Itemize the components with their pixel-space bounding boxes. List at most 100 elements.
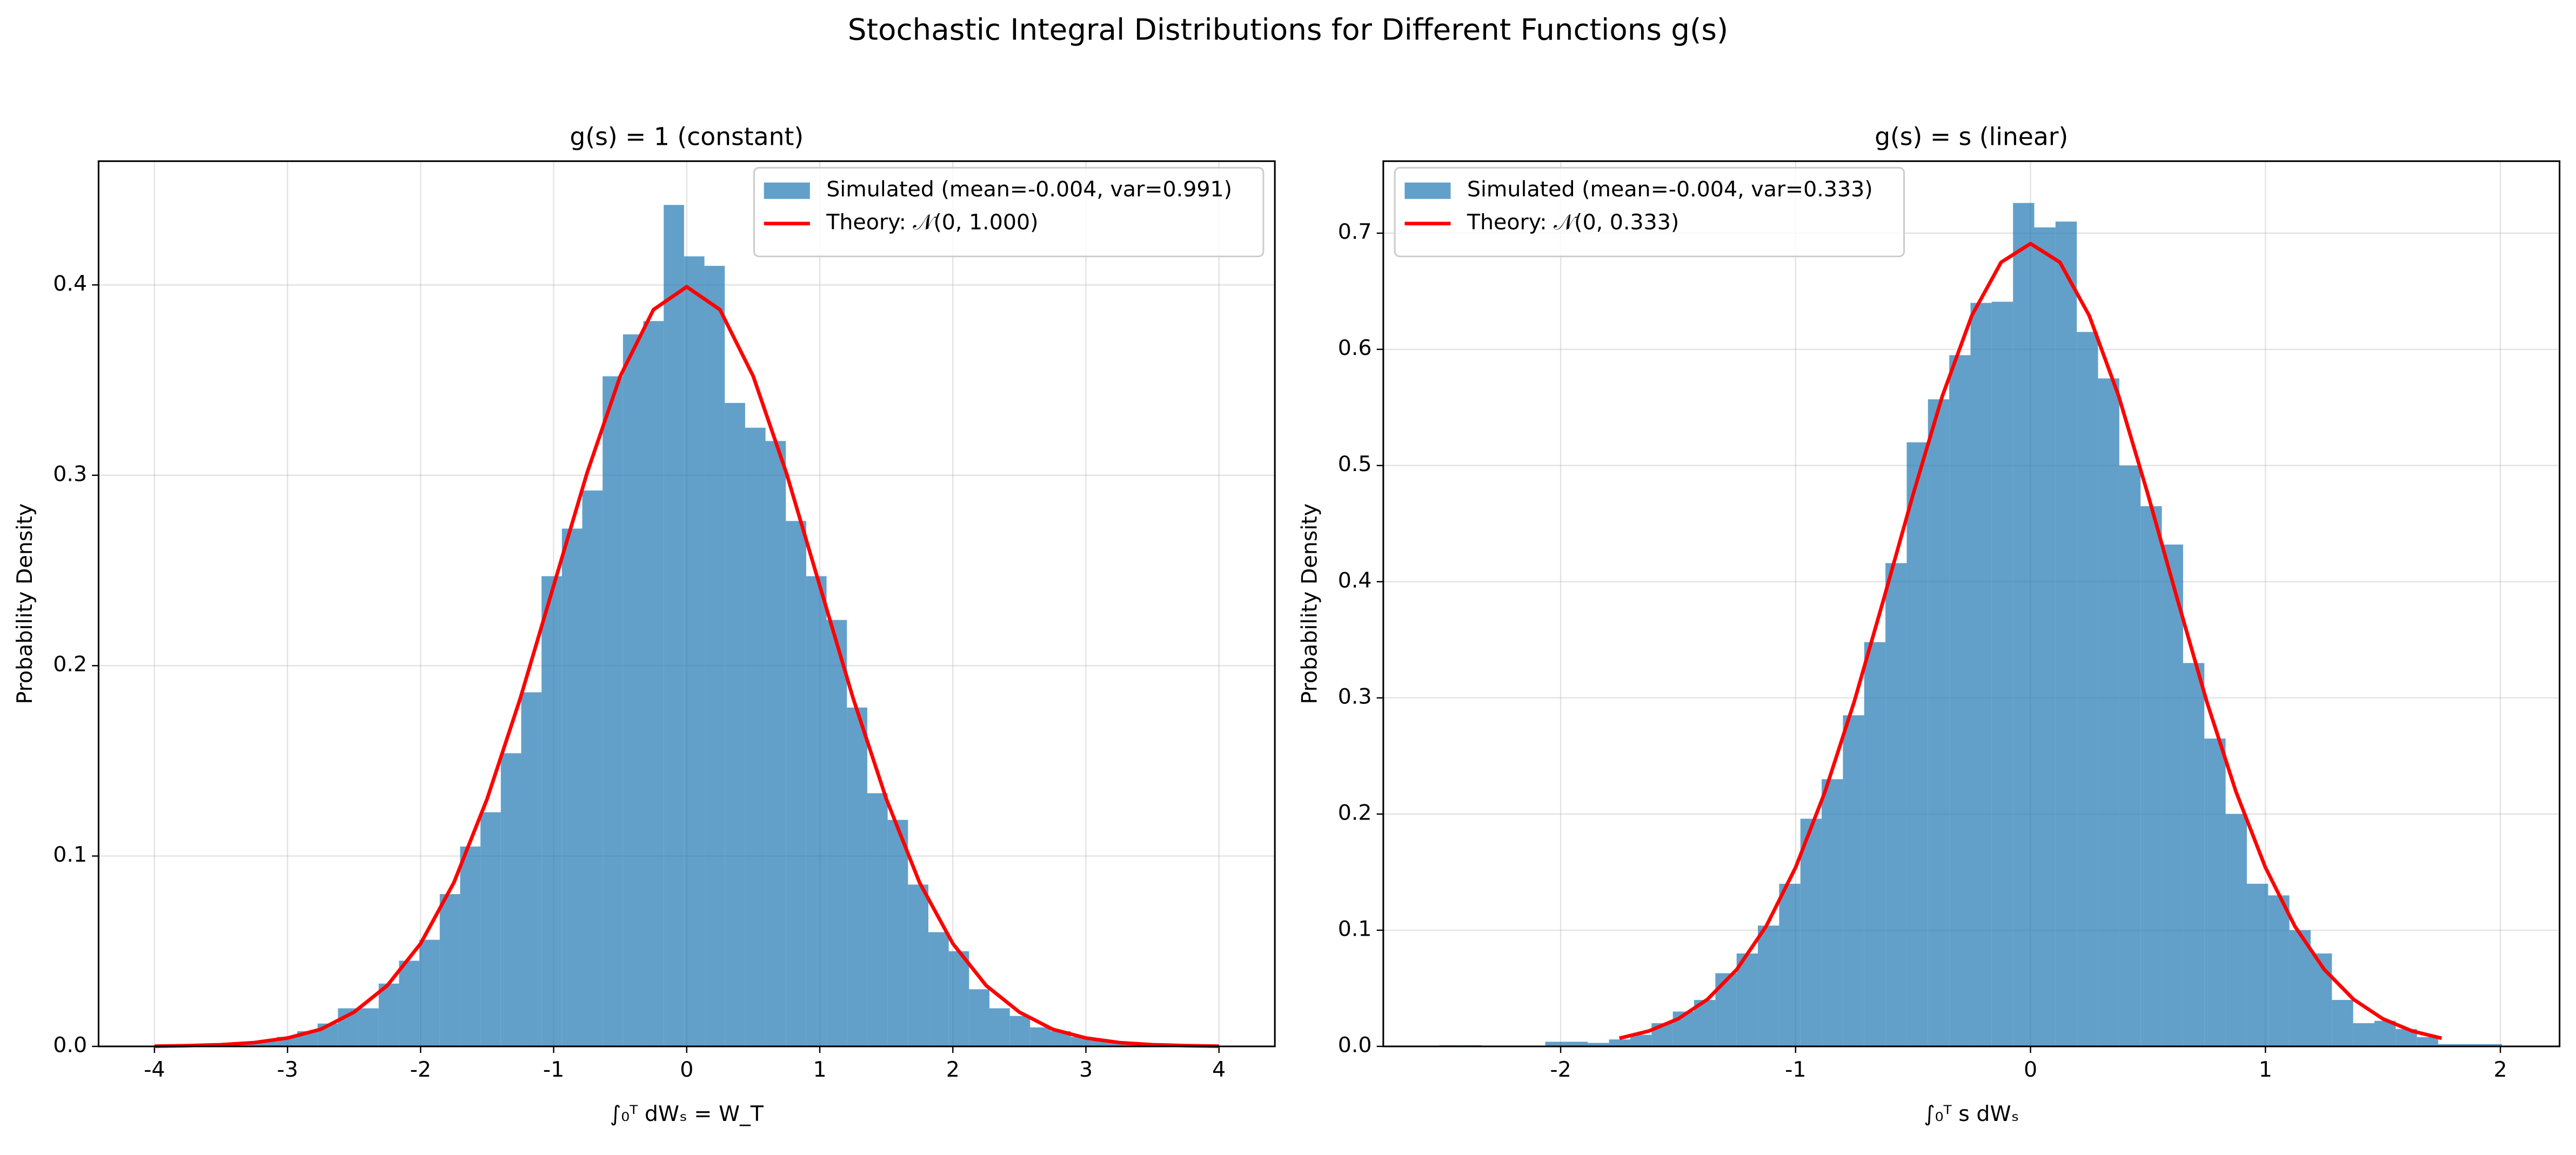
- histogram-bar: [1630, 1035, 1652, 1046]
- legend-label: Simulated (mean=-0.004, var=0.333): [1467, 177, 1873, 202]
- histogram-bar: [1566, 1042, 1588, 1046]
- histogram-bar: [1009, 1016, 1031, 1046]
- x-axis-label: ∫₀ᵀ s dWₛ: [1924, 1102, 2019, 1126]
- histogram-bar: [1091, 1040, 1112, 1046]
- legend-box: [753, 166, 1264, 258]
- histogram-bar: [1991, 301, 2013, 1046]
- histogram-bar: [2438, 1044, 2460, 1046]
- histogram-bar: [1949, 355, 1971, 1046]
- panel: g(s) = s (linear) -2 -1 0 1 2 0.0 0.1 0.2 0.3 0.4 0…: [1297, 122, 2561, 1126]
- y-tick-label: 0.2: [53, 652, 87, 677]
- histogram-bar: [1736, 953, 1758, 1046]
- x-tick-label: 3: [1079, 1057, 1093, 1082]
- legend-patch: [764, 182, 810, 199]
- histogram-bar: [1970, 303, 1992, 1046]
- histogram-bar: [2459, 1044, 2481, 1046]
- histogram-bar: [2034, 227, 2056, 1046]
- histogram-bar: [2055, 221, 2077, 1046]
- x-tick-label: -1: [1785, 1057, 1806, 1082]
- x-tick-label: 4: [1212, 1057, 1226, 1082]
- histogram-bar: [1906, 442, 1928, 1046]
- legend-label: Theory: 𝒩(0, 1.000): [826, 210, 1038, 234]
- panel: g(s) = 1 (constant) -4 -3 -2 -1 0 1 2 3 4 0.0 0.1 0.…: [12, 122, 1276, 1126]
- y-tick-label: 0.4: [1338, 568, 1372, 593]
- histogram-bar: [1758, 925, 1779, 1046]
- x-tick-label: -1: [543, 1057, 564, 1082]
- x-tick-label: -3: [277, 1057, 298, 1082]
- histogram-bar: [2289, 930, 2311, 1046]
- histogram-bar: [603, 376, 623, 1046]
- histogram-bar: [2183, 663, 2205, 1046]
- histogram-bar: [1715, 973, 1737, 1046]
- histogram-bar: [1588, 1043, 1609, 1046]
- histogram-bar: [1779, 883, 1801, 1046]
- histogram-bar: [908, 884, 928, 1046]
- theory-line: [154, 285, 1219, 1048]
- panel-title: g(s) = s (linear): [1875, 122, 2068, 151]
- histogram-bar: [969, 989, 989, 1046]
- histogram-bar: [684, 256, 705, 1046]
- histogram-bar: [725, 402, 745, 1046]
- histogram-bar: [1928, 399, 1950, 1046]
- figure-title: Stochastic Integral Distributions for Di…: [848, 12, 1728, 46]
- histogram-bar: [500, 753, 521, 1046]
- histogram-bar: [2162, 544, 2183, 1046]
- histogram-bar: [928, 932, 949, 1046]
- histogram-bar: [867, 793, 888, 1046]
- histogram-bar: [480, 812, 501, 1046]
- x-axis-label: ∫₀ᵀ dWₛ = W_T: [610, 1102, 764, 1126]
- histogram-bar: [745, 427, 766, 1046]
- histogram-bar: [2013, 203, 2035, 1046]
- histogram-bar: [704, 266, 725, 1046]
- histogram-bar: [1864, 642, 1886, 1046]
- y-tick-label: 0.1: [53, 842, 87, 867]
- legend: Simulated (mean=-0.004, var=0.333) Theory…: [1394, 166, 1905, 258]
- y-tick-label: 0.3: [53, 461, 87, 486]
- y-tick-label: 0.2: [1338, 800, 1372, 825]
- histogram-bar: [2417, 1037, 2439, 1046]
- histogram-bar: [2332, 999, 2353, 1046]
- histogram-bar: [2268, 895, 2290, 1046]
- histogram-bar: [989, 1008, 1010, 1046]
- histogram-bar: [399, 961, 420, 1046]
- y-tick-label: 0.0: [53, 1032, 87, 1057]
- histogram-bar: [765, 441, 786, 1046]
- x-tick-label: 2: [946, 1057, 960, 1082]
- histogram-bar: [1885, 563, 1907, 1046]
- histogram-bar: [2225, 814, 2247, 1046]
- histogram-bar: [948, 951, 969, 1046]
- histogram-bar: [847, 707, 867, 1046]
- histogram-bar: [887, 820, 908, 1046]
- histogram-bar: [2140, 506, 2162, 1046]
- histogram-bar: [664, 205, 684, 1046]
- histogram-bar: [358, 1008, 379, 1046]
- y-tick-label: 0.1: [1338, 916, 1372, 941]
- y-tick-label: 0.6: [1338, 335, 1372, 360]
- legend-box: [1394, 166, 1905, 258]
- axes-frame: [1382, 160, 2561, 1047]
- x-tick-label: 1: [2259, 1057, 2272, 1082]
- y-tick-label: 0.4: [53, 271, 87, 296]
- histogram-bar: [2204, 738, 2226, 1046]
- histogram-bar: [2077, 332, 2098, 1046]
- histogram-bar: [2246, 883, 2269, 1046]
- y-tick-label: 0.0: [1338, 1032, 1372, 1057]
- histogram-bar: [561, 528, 583, 1046]
- x-tick-label: -2: [1550, 1057, 1571, 1082]
- histogram-bar: [1545, 1042, 1567, 1046]
- x-tick-label: -4: [144, 1057, 165, 1082]
- x-tick-label: 0: [2024, 1057, 2037, 1082]
- histogram-bar: [2119, 465, 2141, 1046]
- histogram-bar: [2353, 1023, 2375, 1046]
- histogram-bar: [806, 576, 827, 1046]
- axes-frame: [97, 160, 1276, 1047]
- histogram-bar: [541, 576, 562, 1046]
- histogram-bar: [378, 983, 399, 1046]
- histogram-bar: [623, 334, 644, 1046]
- x-tick-label: 0: [680, 1057, 693, 1082]
- legend-label: Simulated (mean=-0.004, var=0.991): [826, 177, 1232, 202]
- histogram-bar: [786, 521, 806, 1046]
- histogram-bar: [1843, 715, 1864, 1046]
- histogram-bar: [2374, 1020, 2396, 1046]
